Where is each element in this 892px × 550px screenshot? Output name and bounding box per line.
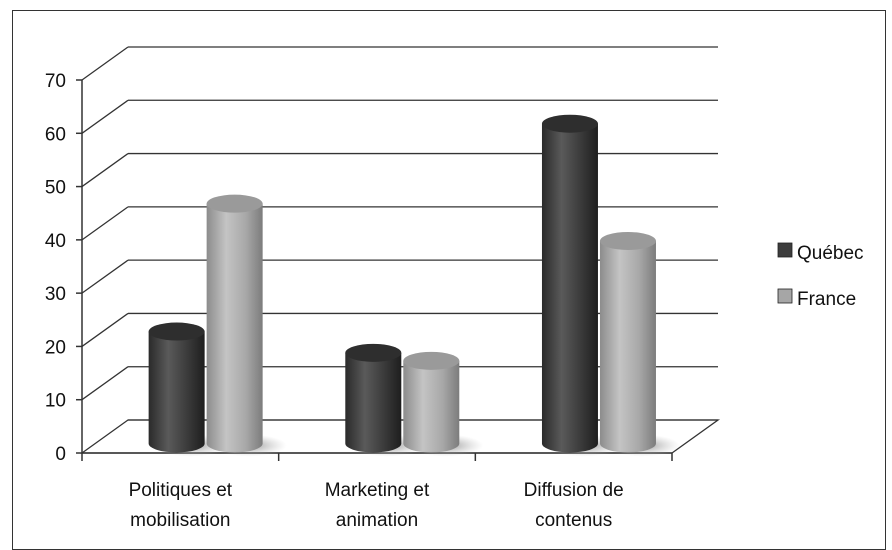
- bar-body: [403, 360, 460, 453]
- gridline-side: [81, 259, 129, 294]
- bar-body: [599, 240, 656, 453]
- bar-top: [541, 114, 598, 133]
- legend-label: Québec: [797, 243, 864, 264]
- bar-france: [599, 231, 680, 457]
- bar-quebec: [345, 343, 426, 457]
- y-tick-label: 0: [55, 444, 66, 465]
- bar-quebec: [541, 114, 622, 457]
- y-tick-label: 70: [45, 71, 66, 92]
- bar-top: [345, 343, 402, 362]
- labels-layer: 0 10 20 30 40 50 60 70 Politiques et mobilisation…: [45, 71, 624, 531]
- bar-france: [206, 194, 287, 457]
- y-tick-label: 20: [45, 337, 66, 358]
- y-tick-label: 10: [45, 391, 66, 412]
- legend-swatch: [777, 242, 793, 258]
- bar-body: [345, 352, 402, 453]
- bar-body: [148, 331, 205, 453]
- x-category-label: Politiques et: [129, 480, 233, 501]
- bar-top: [403, 351, 460, 370]
- legend-label: France: [797, 289, 856, 310]
- bar-body: [206, 203, 263, 453]
- gridline-side: [81, 312, 129, 347]
- x-category-label: animation: [336, 510, 418, 531]
- y-tick-label: 30: [45, 284, 66, 305]
- bar-top: [148, 322, 205, 341]
- bar-france: [403, 351, 484, 457]
- x-category-label: mobilisation: [130, 510, 230, 531]
- bar-chart: 0 10 20 30 40 50 60 70 Politiques et mobilisation…: [45, 46, 864, 531]
- gridline-side: [81, 99, 129, 134]
- bars-layer: [148, 114, 680, 457]
- bar-quebec: [148, 322, 229, 457]
- x-category-label: contenus: [535, 510, 612, 531]
- gridline-side: [81, 153, 129, 188]
- legend: Québec France: [777, 242, 864, 310]
- y-tick-label: 50: [45, 178, 66, 199]
- y-tick-label: 60: [45, 124, 66, 145]
- x-category-label: Marketing et: [325, 480, 430, 501]
- gridline-side: [81, 206, 129, 241]
- y-tick-label: 40: [45, 231, 66, 252]
- gridline-side: [81, 46, 129, 81]
- bar-top: [206, 194, 263, 213]
- bar-top: [599, 231, 656, 250]
- bar-body: [541, 123, 598, 453]
- legend-swatch: [777, 288, 793, 304]
- x-category-label: Diffusion de: [524, 480, 624, 501]
- gridline-side: [81, 366, 129, 401]
